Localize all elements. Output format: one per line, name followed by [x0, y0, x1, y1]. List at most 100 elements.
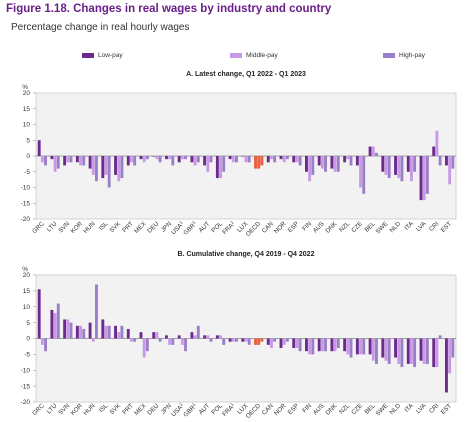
panel-b-ytick-15: -15 [21, 383, 31, 390]
panel-a-bar-cri-high-pay [438, 156, 442, 166]
panel-b-xtick-aus: AUS [312, 402, 326, 416]
panel-a-xtick-isl: ISL [98, 220, 110, 232]
panel-a-ytick-20: 20 [23, 90, 31, 97]
panel-a-bar-deu-low-pay [152, 156, 156, 157]
panel-b-bar-can-middle-pay [270, 338, 273, 349]
panel-b-bar-nld-low-pay [394, 338, 397, 358]
panel-a-bar-ita-low-pay [406, 156, 410, 172]
panel-b-bar-usa1-high-pay [184, 338, 187, 352]
panel-a-bar-esp-middle-pay [295, 156, 299, 163]
panel-a-bar-kor-low-pay [75, 156, 79, 163]
panel-b-xtick-cri: CRI [428, 402, 441, 415]
panel-b-bar-lux-middle-pay [244, 338, 248, 342]
panel-a-bar-oecd-middle-pay [257, 156, 261, 169]
panel-a-bar-aus-high-pay [324, 156, 327, 172]
panel-b-ytick-5: -5 [24, 352, 30, 359]
panel-a-xtick-lva: LVA [415, 220, 428, 233]
panel-a-bar-lva-middle-pay [422, 156, 426, 201]
panel-b-bar-svn-low-pay [63, 319, 67, 339]
panel-a-bar-deu-middle-pay [155, 156, 159, 160]
panel-a-bar-svk-low-pay [114, 156, 117, 175]
panel-a-bar-swe-middle-pay [384, 156, 388, 175]
panel-a-bar-mex-middle-pay [142, 156, 146, 163]
panel-a-xtick-aus: AUS [312, 220, 326, 234]
panel-a-xtick-est: EST [440, 220, 454, 234]
panel-a-bar-svk-high-pay [120, 156, 124, 179]
panel-b-xtick-fra1: FRA1 [221, 401, 238, 418]
panel-a-bar-oecd-high-pay [260, 156, 264, 166]
panel-b-bar-lva-low-pay [419, 338, 423, 361]
panel-b-bar-fra1-middle-pay [231, 338, 235, 342]
panel-a-bar-fin-middle-pay [308, 156, 312, 182]
panel-a-bar-oecd-low-pay [254, 156, 257, 169]
panel-b-bar-bel-low-pay [368, 338, 372, 355]
panel-a-bar-prt-low-pay [126, 156, 130, 166]
panel-a-bar-nor-low-pay [279, 156, 283, 160]
figure-subtitle: Percentage change in real hourly wages [11, 22, 190, 33]
panel-b-xtick-ita: ITA [403, 402, 415, 414]
panel-b-xtick-cze: CZE [350, 402, 364, 416]
panel-b-bar-est-middle-pay [448, 338, 452, 374]
panel-a-bar-dnk-middle-pay [333, 156, 337, 172]
panel-a-bar-lux-middle-pay [244, 156, 248, 163]
panel-a-bar-esp-high-pay [298, 156, 302, 166]
panel-b-xtick-nld: NLD [388, 402, 402, 416]
panel-b-bar-esp-low-pay [292, 338, 296, 349]
panel-a-xtick-hun: HUN [82, 220, 96, 234]
panel-b-bar-est-high-pay [451, 338, 455, 358]
panel-b-bar-isl-low-pay [101, 319, 105, 339]
panel-a-title: A. Latest change, Q1 2022 - Q1 2023 [186, 71, 306, 78]
panel-a-bar-nzl-middle-pay [346, 156, 350, 160]
panel-b-ytick-15: 15 [23, 288, 31, 295]
panel-a-bar-swe-low-pay [381, 156, 385, 172]
panel-b-bar-pol-low-pay [215, 335, 219, 339]
panel-b-xtick-deu: DEU [146, 402, 160, 416]
panel-b-bar-fin-high-pay [311, 338, 315, 355]
panel-a-bar-bel-low-pay [368, 146, 372, 156]
panel-b-xtick-grc: GRC [31, 402, 46, 417]
panel-a-bar-nzl-high-pay [349, 156, 353, 166]
panel-b-xtick-lva: LVA [415, 402, 428, 415]
legend-swatch-high-pay [383, 53, 395, 58]
panel-a-bar-ltu-middle-pay [53, 156, 57, 172]
panel-a-xtick-deu: DEU [146, 220, 160, 234]
panel-b-bar-lva-high-pay [425, 338, 429, 364]
panel-a-xtick-svn: SVN [57, 220, 71, 234]
panel-b-bar-prt-high-pay [133, 338, 137, 342]
panel-a-bar-pol-middle-pay [219, 156, 222, 179]
panel-b-bar-oecd-high-pay [260, 338, 264, 342]
panel-b-ytick-20: 20 [23, 272, 31, 279]
panel-b-bar-svn-high-pay [69, 322, 73, 339]
panel-b-bar-bel-middle-pay [371, 338, 375, 361]
panel-b-xtick-mex: MEX [133, 402, 147, 416]
panel-a-bar-fin-low-pay [305, 156, 308, 172]
panel-b-ylabel: % [22, 266, 28, 273]
panel-a-bar-nzl-low-pay [343, 156, 347, 163]
panel-b-bar-hun-high-pay [95, 284, 98, 339]
panel-a-xtick-gbr1: GBR1 [182, 219, 199, 236]
panel-b-bar-fin-middle-pay [308, 338, 312, 355]
panel-a-bar-nld-high-pay [400, 156, 404, 182]
panel-a-bar-dnk-high-pay [336, 156, 340, 172]
legend-item-low-pay: Low-pay [82, 52, 123, 59]
panel-b-ytick-0: 0 [26, 336, 30, 343]
panel-a-bar-jpn-low-pay [165, 156, 168, 160]
panel-b-bar-aus-low-pay [317, 338, 321, 352]
panel-a-xtick-ltu: LTU [46, 220, 59, 233]
panel-a-xtick-kor: KOR [70, 220, 85, 235]
panel-b-bar-prt-low-pay [126, 328, 130, 339]
legend-swatch-middle-pay [230, 53, 242, 58]
panel-a-bar-isl-high-pay [107, 156, 111, 188]
panel-b-xtick-svn: SVN [57, 402, 71, 416]
panel-b-bar-esp-middle-pay [295, 338, 299, 349]
panel-b-bar-kor-middle-pay [79, 325, 82, 339]
panel-b-xtick-hun: HUN [82, 402, 96, 416]
panel-b-bar-mex-middle-pay [142, 338, 146, 358]
panel-a-ytick-10: 10 [23, 122, 31, 129]
panel-a-bar-svk-middle-pay [117, 156, 121, 182]
panel-b-bar-aus-high-pay [324, 338, 327, 352]
panel-a-bar-gbr1-high-pay [196, 156, 200, 163]
panel-a-bar-cze-middle-pay [359, 156, 362, 188]
panel-b-bar-usa1-low-pay [177, 335, 181, 339]
panel-a-bar-cri-low-pay [432, 146, 436, 156]
